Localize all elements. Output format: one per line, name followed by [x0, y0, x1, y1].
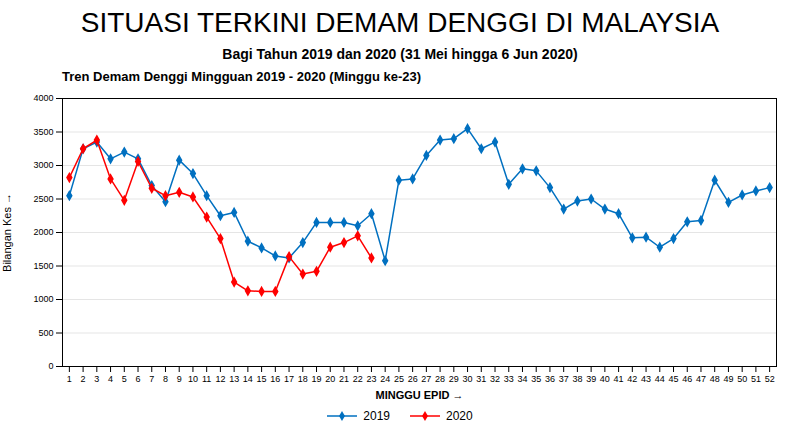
svg-text:9: 9 [177, 374, 182, 384]
html-text:2019: 2019 [363, 409, 390, 423]
svg-text:18: 18 [298, 374, 308, 384]
svg-text:36: 36 [545, 374, 555, 384]
svg-text:17: 17 [284, 374, 294, 384]
svg-text:28: 28 [435, 374, 445, 384]
svg-text:30: 30 [463, 374, 473, 384]
svg-text:45: 45 [669, 374, 679, 384]
svg-text:1: 1 [67, 374, 72, 384]
svg-text:48: 48 [710, 374, 720, 384]
svg-text:40: 40 [600, 374, 610, 384]
svg-text:10: 10 [188, 374, 198, 384]
svg-text:0: 0 [48, 361, 53, 371]
svg-text:38: 38 [572, 374, 582, 384]
svg-text:1000: 1000 [33, 294, 53, 304]
svg-text:33: 33 [504, 374, 514, 384]
svg-text:14: 14 [243, 374, 253, 384]
svg-text:24: 24 [380, 374, 390, 384]
svg-text:4000: 4000 [33, 93, 53, 103]
svg-text:31: 31 [476, 374, 486, 384]
svg-text:11: 11 [202, 374, 211, 384]
svg-text:46: 46 [682, 374, 692, 384]
svg-text:16: 16 [270, 374, 280, 384]
svg-text:15: 15 [257, 374, 267, 384]
svg-text:20: 20 [325, 374, 335, 384]
svg-text:7: 7 [149, 374, 154, 384]
svg-text:MINGGU EPID →: MINGGU EPID → [375, 389, 463, 401]
svg-text:52: 52 [765, 374, 775, 384]
html-text:2020: 2020 [446, 409, 473, 423]
svg-text:13: 13 [229, 374, 239, 384]
html-text:Tren Demam Denggi Mingguan 201: Tren Demam Denggi Mingguan 2019 - 2020 (… [62, 69, 421, 84]
svg-text:41: 41 [614, 374, 624, 384]
svg-text:4: 4 [108, 374, 113, 384]
svg-text:19: 19 [312, 374, 322, 384]
svg-text:Bilangan Kes →: Bilangan Kes → [1, 193, 13, 272]
svg-text:500: 500 [38, 328, 53, 338]
svg-text:37: 37 [559, 374, 569, 384]
svg-text:51: 51 [751, 374, 761, 384]
svg-text:3500: 3500 [33, 127, 53, 137]
svg-text:2500: 2500 [33, 194, 53, 204]
svg-text:29: 29 [449, 374, 459, 384]
svg-text:6: 6 [136, 374, 141, 384]
svg-text:8: 8 [163, 374, 168, 384]
svg-text:47: 47 [696, 374, 706, 384]
svg-text:3: 3 [94, 374, 99, 384]
svg-text:50: 50 [737, 374, 747, 384]
svg-text:21: 21 [339, 374, 349, 384]
svg-text:1500: 1500 [33, 261, 53, 271]
svg-text:2: 2 [81, 374, 86, 384]
svg-text:44: 44 [655, 374, 665, 384]
svg-text:23: 23 [366, 374, 376, 384]
html-text:Bagi Tahun 2019 dan 2020 (31 M: Bagi Tahun 2019 dan 2020 (31 Mei hingga … [222, 46, 578, 62]
svg-text:34: 34 [517, 374, 527, 384]
svg-text:27: 27 [421, 374, 431, 384]
svg-text:49: 49 [723, 374, 733, 384]
svg-text:43: 43 [641, 374, 651, 384]
html-text:SITUASI TERKINI DEMAM DENGGI D: SITUASI TERKINI DEMAM DENGGI DI MALAYSIA [80, 7, 720, 38]
svg-text:5: 5 [122, 374, 127, 384]
svg-text:12: 12 [215, 374, 225, 384]
svg-text:3000: 3000 [33, 160, 53, 170]
svg-text:26: 26 [408, 374, 418, 384]
svg-text:42: 42 [627, 374, 637, 384]
svg-text:39: 39 [586, 374, 596, 384]
svg-text:32: 32 [490, 374, 500, 384]
svg-text:25: 25 [394, 374, 404, 384]
svg-text:2000: 2000 [33, 227, 53, 237]
svg-text:35: 35 [531, 374, 541, 384]
svg-text:22: 22 [353, 374, 363, 384]
